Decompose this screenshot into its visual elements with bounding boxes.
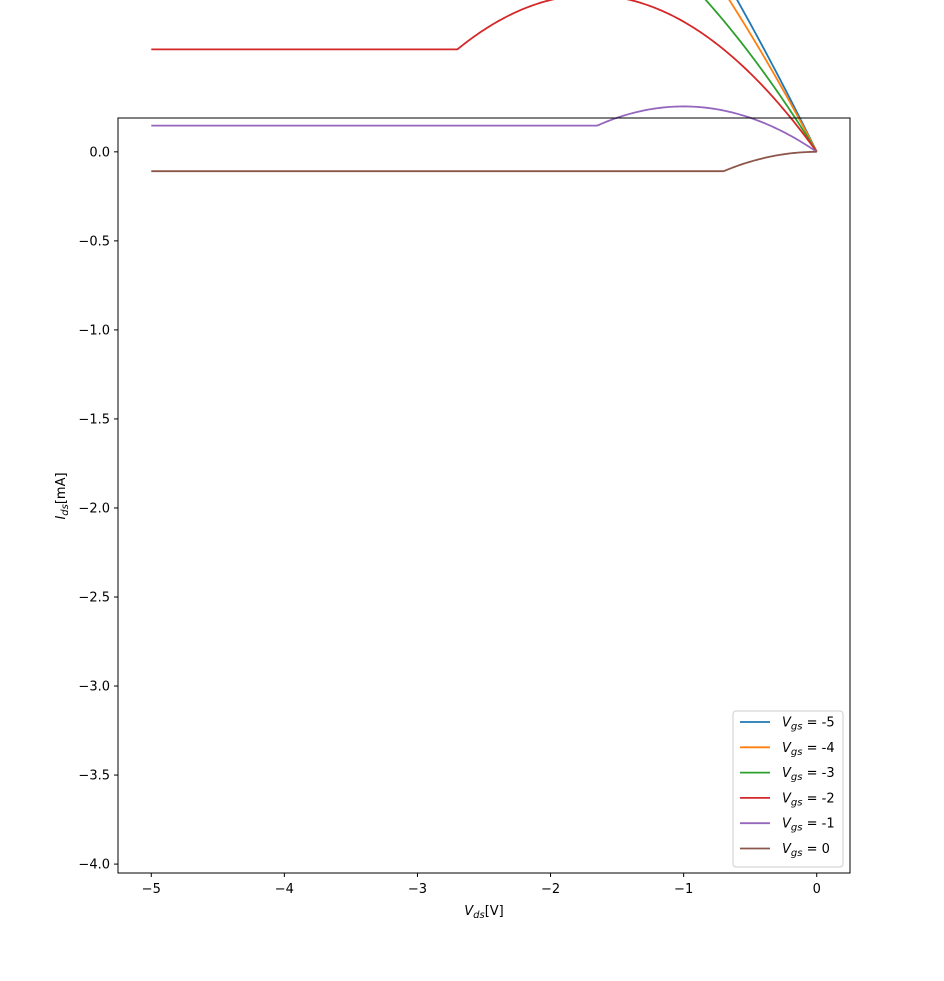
series-layer — [151, 0, 818, 173]
legend: Vgs = -5 Vgs = -4 Vgs = -3 Vgs = -2 Vgs = -1… — [732, 710, 844, 868]
y-tick-label: 0.0 — [89, 145, 110, 160]
x-tick-label: −2 — [541, 882, 560, 897]
y-tick-label: −2.5 — [78, 590, 110, 605]
y-tick-label: −0.5 — [78, 234, 110, 249]
y-tick-label: −1.5 — [78, 412, 110, 427]
legend-label-vgs-0: Vgs = 0 — [782, 842, 830, 859]
series-line-vgs--1 — [151, 105, 818, 153]
x-tick-label: −4 — [275, 882, 294, 897]
x-tick-label: −5 — [142, 882, 161, 897]
x-tick-label: 0 — [813, 882, 821, 897]
y-tick-label: −2.0 — [78, 501, 110, 516]
x-tick-label: −1 — [674, 882, 693, 897]
x-axis-label: Vds[V] — [464, 904, 504, 921]
series-line-vgs--3 — [704, 0, 818, 153]
x-tick-label: −3 — [408, 882, 427, 897]
legend-label-vgs--5: Vgs = -5 — [782, 716, 835, 733]
series-line-vgs--2 — [151, 0, 818, 153]
y-tick-label: −1.0 — [78, 323, 110, 338]
y-tick-label: −3.0 — [78, 680, 110, 695]
y-tick-label: −3.5 — [78, 769, 110, 784]
legend-label-vgs--3: Vgs = -3 — [782, 766, 835, 783]
series-line-vgs-0 — [151, 150, 817, 173]
legend-label-vgs--4: Vgs = -4 — [782, 741, 835, 758]
legend-label-vgs--2: Vgs = -2 — [782, 791, 835, 808]
y-axis-label: Ids[mA] — [54, 472, 71, 519]
legend-label-vgs--1: Vgs = -1 — [782, 817, 835, 834]
y-axis-ticks: 0.0 −0.5 −1.0 −1.5 −2.0 −2.5 −3.0 −3.5 −4.0 — [78, 145, 118, 873]
y-tick-label: −4.0 — [78, 858, 110, 873]
x-axis-ticks: −5 −4 −3 −2 −1 0 — [142, 873, 821, 897]
legend-box — [732, 710, 844, 868]
plot-frame — [117, 117, 851, 874]
